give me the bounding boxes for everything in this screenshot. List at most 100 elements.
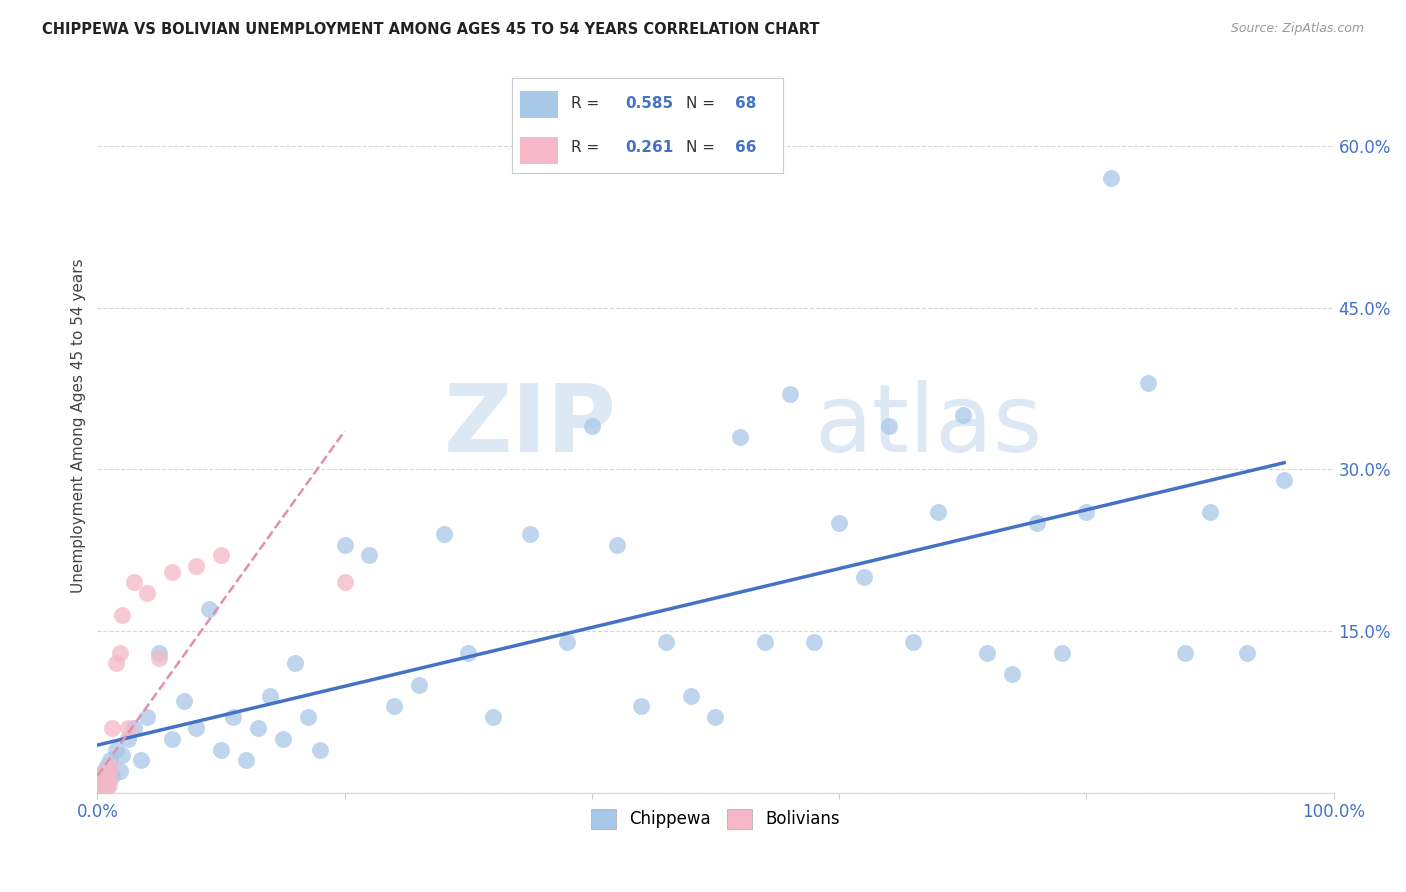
Point <box>148 646 170 660</box>
Point <box>90 771 112 785</box>
Point <box>91 779 114 793</box>
Point <box>259 689 281 703</box>
Point <box>91 772 114 787</box>
Point <box>519 527 541 541</box>
Point <box>976 646 998 660</box>
Point <box>877 419 900 434</box>
Point <box>89 772 111 787</box>
Point <box>173 694 195 708</box>
Point <box>129 753 152 767</box>
Point <box>91 772 114 787</box>
Point <box>89 782 111 797</box>
Point <box>87 778 110 792</box>
Point <box>432 527 454 541</box>
Point <box>555 634 578 648</box>
Point <box>89 779 111 793</box>
Point <box>382 699 405 714</box>
Point <box>927 505 949 519</box>
Point <box>284 657 307 671</box>
Point <box>89 769 111 783</box>
Point <box>87 769 110 783</box>
Point <box>87 782 110 797</box>
Text: Source: ZipAtlas.com: Source: ZipAtlas.com <box>1230 22 1364 36</box>
Point <box>90 776 112 790</box>
Point <box>1001 667 1024 681</box>
Point <box>87 775 110 789</box>
Point <box>94 775 117 789</box>
Point <box>135 710 157 724</box>
Point <box>903 634 925 648</box>
Point <box>124 721 146 735</box>
Point <box>87 772 110 787</box>
Point <box>96 758 118 772</box>
Y-axis label: Unemployment Among Ages 45 to 54 years: Unemployment Among Ages 45 to 54 years <box>72 259 86 593</box>
Point <box>1076 505 1098 519</box>
Point <box>90 777 112 791</box>
Point <box>581 419 603 434</box>
Point <box>852 570 875 584</box>
Point <box>98 758 121 772</box>
Point <box>89 776 111 790</box>
Point <box>90 777 112 791</box>
Point <box>1174 646 1197 660</box>
Point <box>96 764 118 778</box>
Point <box>94 771 117 785</box>
Point <box>94 780 117 795</box>
Point <box>94 766 117 780</box>
Point <box>1050 646 1073 660</box>
Point <box>90 772 112 786</box>
Point <box>728 430 751 444</box>
Point <box>87 777 110 791</box>
Point <box>606 538 628 552</box>
Point <box>482 710 505 724</box>
Point <box>101 721 124 735</box>
Point <box>89 781 111 796</box>
Legend: Chippewa, Bolivians: Chippewa, Bolivians <box>583 802 846 836</box>
Point <box>271 731 294 746</box>
Point <box>247 721 270 735</box>
Point <box>93 764 115 778</box>
Point <box>1199 505 1222 519</box>
Point <box>97 772 120 787</box>
Point <box>117 731 139 746</box>
Point <box>91 780 114 795</box>
Point <box>89 771 111 785</box>
Point <box>97 775 120 789</box>
Point <box>630 699 652 714</box>
Point <box>104 742 127 756</box>
Point <box>91 775 114 789</box>
Point <box>1272 473 1295 487</box>
Point <box>90 778 112 792</box>
Point <box>359 549 381 563</box>
Point <box>87 780 110 795</box>
Text: CHIPPEWA VS BOLIVIAN UNEMPLOYMENT AMONG AGES 45 TO 54 YEARS CORRELATION CHART: CHIPPEWA VS BOLIVIAN UNEMPLOYMENT AMONG … <box>42 22 820 37</box>
Point <box>90 772 112 787</box>
Point <box>235 753 257 767</box>
Point <box>135 586 157 600</box>
Point <box>655 634 678 648</box>
Point <box>89 772 111 786</box>
Point <box>803 634 825 648</box>
Point <box>87 781 110 796</box>
Point <box>186 721 208 735</box>
Point <box>1137 376 1160 390</box>
Point <box>209 549 232 563</box>
Point <box>754 634 776 648</box>
Point <box>148 651 170 665</box>
Text: atlas: atlas <box>814 380 1043 472</box>
Point <box>87 779 110 793</box>
Point <box>108 764 131 778</box>
Point <box>90 782 112 797</box>
Point <box>90 775 112 789</box>
Point <box>89 778 111 792</box>
Point <box>87 775 110 789</box>
Point <box>779 386 801 401</box>
Point <box>89 780 111 795</box>
Point <box>704 710 727 724</box>
Point <box>197 602 219 616</box>
Point <box>90 779 112 793</box>
Point <box>97 766 120 780</box>
Point <box>222 710 245 724</box>
Point <box>104 657 127 671</box>
Point <box>90 773 112 788</box>
